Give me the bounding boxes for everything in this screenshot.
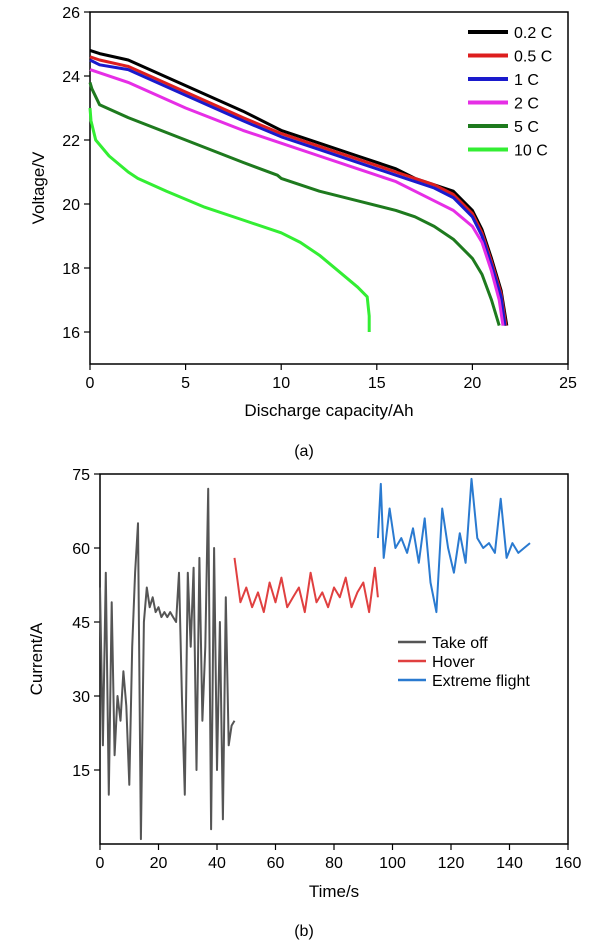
- chart-a-ytick-label: 22: [62, 133, 80, 150]
- chart-a-series-1-c: [89, 58, 507, 326]
- chart-b-ytick-label: 75: [72, 467, 90, 484]
- chart-b-xtick-label: 100: [379, 855, 406, 872]
- chart-b-xtick-label: 80: [325, 855, 343, 872]
- chart-b-xtick-label: 140: [496, 855, 523, 872]
- chart-b-xtick-label: 40: [208, 855, 226, 872]
- chart-b: 0 20 40 60 80 100 120 140 160 15 30 45 60 75 Take of…: [27, 467, 581, 940]
- chart-a-ylabel: Voltage/V: [29, 151, 48, 224]
- chart-a-legend-label: 0.5 C: [514, 49, 552, 66]
- chart-a-series-5-c: [88, 81, 501, 327]
- chart-a-x-axis: 0 5 10 15 20 25: [86, 364, 577, 392]
- chart-a-plot-area: [88, 48, 509, 332]
- chart-a-xtick-label: 10: [272, 375, 290, 392]
- chart-a-ytick-label: 24: [62, 69, 80, 86]
- chart-a-xtick-label: 0: [86, 375, 95, 392]
- chart-a-series-2-c: [89, 68, 505, 326]
- chart-a-legend-label: 10 C: [514, 143, 548, 160]
- chart-b-series-take-off: [99, 487, 236, 841]
- chart-b-ytick-label: 45: [72, 615, 90, 632]
- chart-b-y-axis: 15 30 45 60 75: [72, 467, 100, 780]
- chart-a-series-10-c: [88, 107, 371, 332]
- chart-b-xtick-label: 60: [267, 855, 285, 872]
- chart-a-ytick-label: 20: [62, 197, 80, 214]
- chart-a-ytick-label: 18: [62, 261, 80, 278]
- chart-b-xtick-label: 20: [150, 855, 168, 872]
- chart-b-ytick-label: 60: [72, 541, 90, 558]
- chart-a-xtick-label: 20: [464, 375, 482, 392]
- chart-a-xlabel: Discharge capacity/Ah: [244, 401, 413, 420]
- chart-a-legend-label: 1 C: [514, 72, 539, 89]
- chart-b-legend: Take off Hover Extreme flight: [398, 635, 530, 690]
- chart-a-y-axis: 16 18 20 22 24 26: [62, 5, 90, 342]
- chart-a-xtick-label: 5: [181, 375, 190, 392]
- chart-b-xtick-label: 0: [96, 855, 105, 872]
- chart-b-x-axis: 0 20 40 60 80 100 120 140 160: [96, 844, 582, 872]
- chart-b-xtick-label: 120: [438, 855, 465, 872]
- chart-a-xtick-label: 15: [368, 375, 386, 392]
- chart-a-legend-label: 2 C: [514, 96, 539, 113]
- chart-a-legend-label: 5 C: [514, 119, 539, 136]
- chart-b-legend-label: Take off: [432, 635, 488, 652]
- chart-a-ytick-label: 26: [62, 5, 80, 22]
- chart-b-ytick-label: 15: [72, 763, 90, 780]
- chart-b-series-extreme-flight: [376, 477, 531, 614]
- chart-a-legend: 0.2 C 0.5 C 1 C 2 C 5 C 10 C: [468, 25, 552, 160]
- chart-b-legend-label: Hover: [432, 654, 475, 671]
- chart-a-xtick-label: 25: [559, 375, 577, 392]
- chart-b-legend-label: Extreme flight: [432, 673, 530, 690]
- chart-b-ylabel: Current/A: [27, 622, 46, 695]
- chart-a: 0 5 10 15 20 25 16 18 20 22 24 26 0.2 C 0.5 C 1 C 2 C…: [29, 5, 577, 460]
- chart-a-ytick-label: 16: [62, 325, 80, 342]
- chart-b-plot-area: [99, 477, 531, 841]
- chart-b-xtick-label: 160: [555, 855, 582, 872]
- chart-b-xlabel: Time/s: [309, 882, 359, 901]
- chart-a-frame: [89, 11, 569, 365]
- chart-b-panel-label: (b): [294, 923, 314, 940]
- chart-b-ytick-label: 30: [72, 689, 90, 706]
- chart-b-series-hover: [233, 557, 379, 614]
- chart-a-legend-label: 0.2 C: [514, 25, 552, 42]
- chart-a-panel-label: (a): [294, 443, 314, 460]
